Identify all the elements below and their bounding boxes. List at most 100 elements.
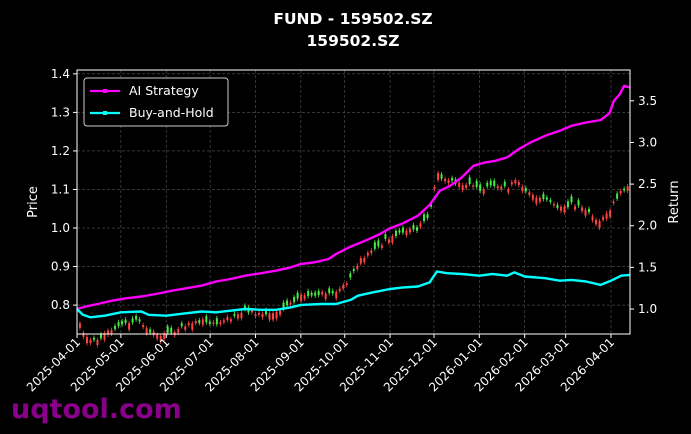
candle-body bbox=[254, 314, 257, 317]
candle-body bbox=[135, 315, 138, 320]
candle-body bbox=[307, 291, 310, 297]
candle-body bbox=[475, 180, 478, 188]
candle-body bbox=[373, 242, 376, 249]
candle-body bbox=[85, 336, 88, 344]
legend-marker-buy-and-hold bbox=[103, 111, 107, 115]
candle-body bbox=[566, 201, 569, 208]
candle-body bbox=[310, 292, 313, 296]
legend-label-ai-strategy: AI Strategy bbox=[129, 83, 199, 98]
candle-body bbox=[156, 334, 159, 339]
candle-body bbox=[486, 182, 489, 187]
candle-body bbox=[282, 302, 285, 309]
candle-body bbox=[598, 221, 601, 228]
candle-body bbox=[609, 210, 612, 217]
candle-body bbox=[342, 284, 345, 289]
candle-body bbox=[556, 204, 559, 209]
candle-body bbox=[521, 186, 524, 192]
candle-body bbox=[570, 196, 573, 203]
candle-body bbox=[384, 234, 387, 239]
candle-body bbox=[602, 217, 605, 220]
candle-body bbox=[233, 313, 236, 316]
candle-body bbox=[584, 209, 587, 216]
candle-body bbox=[405, 230, 408, 236]
candle-body bbox=[314, 292, 317, 296]
candle-body bbox=[465, 184, 468, 189]
candle-body bbox=[626, 186, 629, 191]
candle-body bbox=[549, 200, 552, 202]
candle-body bbox=[563, 206, 566, 213]
candle-body bbox=[275, 311, 278, 319]
candle-body bbox=[415, 227, 418, 231]
candle-body bbox=[401, 227, 404, 233]
candle-body bbox=[96, 339, 99, 346]
candle-body bbox=[240, 312, 243, 319]
candle-body bbox=[300, 294, 303, 301]
candle-body bbox=[479, 184, 482, 191]
candle-body bbox=[468, 177, 471, 185]
candle-body bbox=[524, 187, 527, 192]
candle-body bbox=[430, 203, 433, 207]
y-left-tick-label: 0.9 bbox=[51, 260, 70, 274]
candle-body bbox=[451, 177, 454, 181]
candle-body bbox=[447, 180, 450, 184]
candle-body bbox=[538, 197, 541, 202]
chart-title: FUND - 159502.SZ bbox=[273, 10, 432, 28]
candle-body bbox=[219, 322, 222, 325]
candle-body bbox=[559, 206, 562, 211]
y-left-tick-label: 1.3 bbox=[51, 105, 70, 119]
y-left-tick-label: 1.2 bbox=[51, 144, 70, 158]
candle-body bbox=[205, 316, 208, 323]
candle-body bbox=[370, 250, 373, 254]
candle-body bbox=[352, 269, 355, 272]
candle-body bbox=[345, 283, 348, 286]
candle-body bbox=[236, 314, 239, 319]
candle-body bbox=[510, 182, 513, 185]
candle-body bbox=[531, 194, 534, 200]
y-left-tick-label: 1.4 bbox=[51, 67, 70, 81]
legend-marker-ai-strategy bbox=[103, 89, 107, 93]
candle-body bbox=[500, 186, 503, 190]
legend: AI Strategy Buy-and-Hold bbox=[83, 77, 229, 127]
candle-body bbox=[595, 219, 598, 225]
candle-body bbox=[423, 214, 426, 221]
candle-body bbox=[177, 329, 180, 333]
candle-body bbox=[552, 203, 555, 206]
candle-body bbox=[293, 297, 296, 303]
y-right-tick-label: 2.0 bbox=[638, 219, 657, 233]
candle-body bbox=[535, 197, 538, 204]
candle-body bbox=[152, 331, 155, 336]
candle-body bbox=[89, 339, 92, 343]
candle-body bbox=[577, 200, 580, 206]
candle-body bbox=[187, 322, 190, 326]
candle-body bbox=[229, 319, 232, 322]
candle-body bbox=[149, 329, 152, 333]
y-right-tick-label: 1.0 bbox=[638, 302, 657, 316]
candle-body bbox=[542, 193, 545, 200]
candle-body bbox=[303, 295, 306, 299]
y-left-tick-label: 1.0 bbox=[51, 221, 70, 235]
candle-body bbox=[92, 337, 95, 340]
candle-body bbox=[612, 201, 615, 204]
candle-body bbox=[317, 290, 320, 296]
candle-body bbox=[437, 173, 440, 180]
candle-body bbox=[489, 180, 492, 186]
candle-body bbox=[359, 258, 362, 264]
candle-body bbox=[321, 291, 324, 295]
candle-body bbox=[588, 208, 591, 213]
candle-body bbox=[257, 313, 260, 315]
candle-body bbox=[99, 334, 102, 339]
candle-body bbox=[198, 320, 201, 324]
candle-body bbox=[117, 322, 120, 327]
candle-body bbox=[114, 325, 117, 330]
candle-body bbox=[128, 323, 131, 330]
candle-body bbox=[159, 335, 162, 342]
candle-body bbox=[124, 319, 127, 324]
candle-body bbox=[201, 319, 204, 325]
candle-body bbox=[208, 321, 211, 324]
candle-body bbox=[426, 214, 429, 219]
candle-body bbox=[324, 293, 327, 300]
candle-body bbox=[279, 310, 282, 315]
candle-body bbox=[286, 300, 289, 306]
candle-body bbox=[517, 181, 520, 186]
